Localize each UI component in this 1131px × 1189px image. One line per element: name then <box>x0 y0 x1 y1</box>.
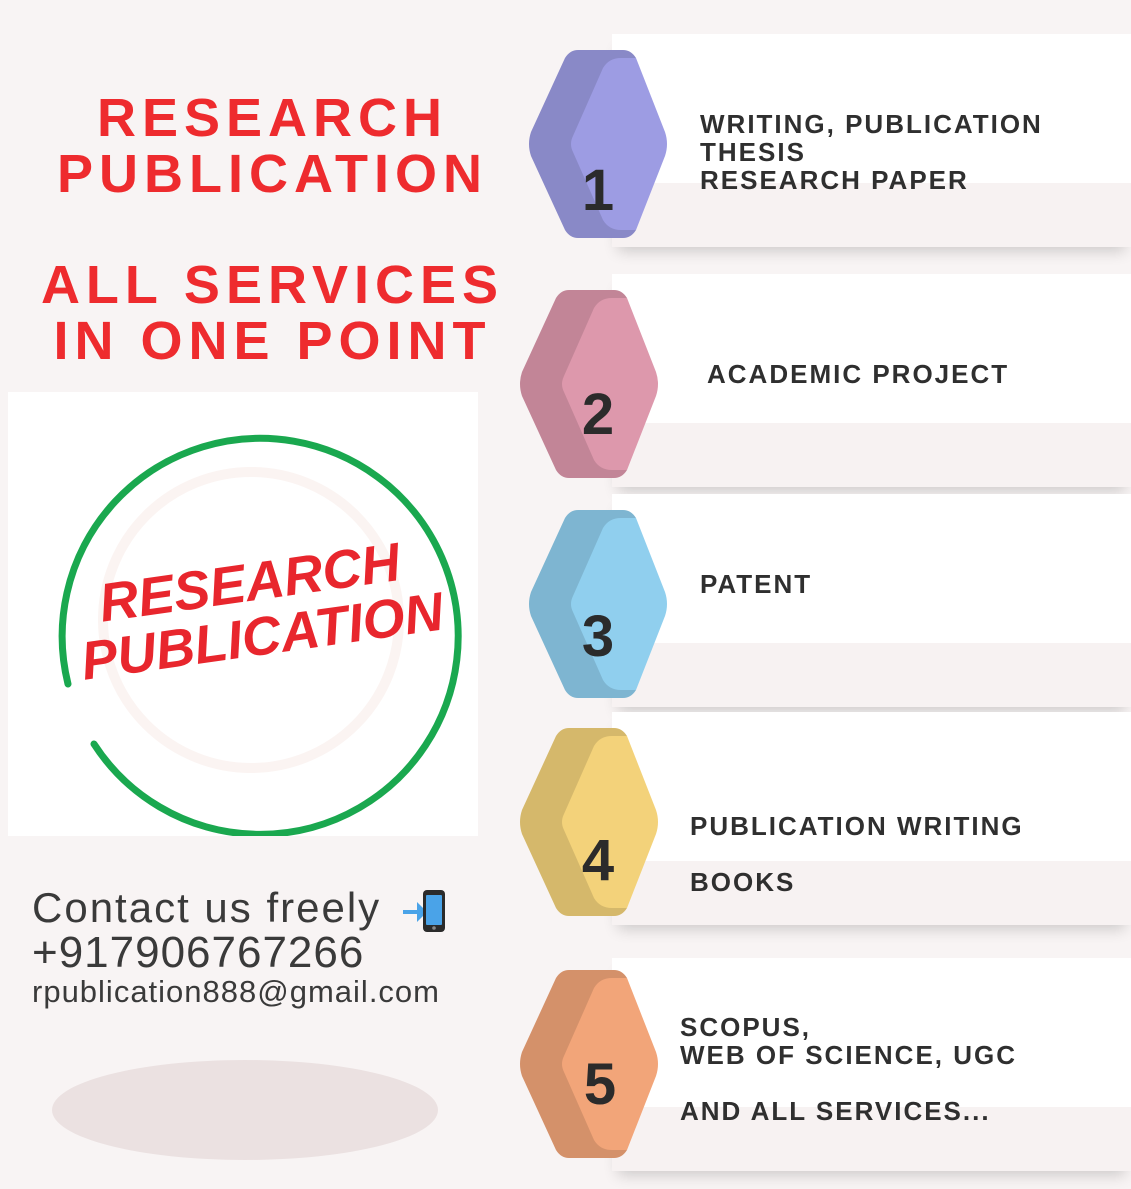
headline-all-services: ALL SERVICES IN ONE POINT <box>0 257 545 369</box>
contact-title-text: Contact us freely <box>32 884 382 931</box>
diamond-number-1: 1 <box>582 158 614 223</box>
headline-line-2: PUBLICATION <box>57 144 488 204</box>
phone-arrow-icon <box>402 889 445 932</box>
number-diamond-4: 4 <box>520 728 658 916</box>
service-5-line-1: SCOPUS, <box>680 1012 812 1042</box>
service-1-text: WRITING, PUBLICATION THESIS RESEARCH PAP… <box>700 110 1043 194</box>
service-card-3 <box>612 494 1131 707</box>
service-5-text: SCOPUS, WEB OF SCIENCE, UGC AND ALL SERV… <box>680 1013 1017 1125</box>
service-5-line-3: AND ALL SERVICES... <box>680 1096 991 1126</box>
logo-panel: RESEARCH PUBLICATION <box>8 392 478 836</box>
diamond-number-5: 5 <box>584 1052 616 1117</box>
headline-research-publication: RESEARCH PUBLICATION <box>0 90 545 202</box>
research-publication-logo: RESEARCH PUBLICATION <box>58 434 462 836</box>
number-diamond-1: 1 <box>529 50 667 238</box>
decorative-ellipse <box>52 1060 438 1160</box>
headline-line-3: ALL SERVICES <box>40 255 505 315</box>
contact-title: Contact us freely <box>32 884 449 934</box>
email-address[interactable]: rpublication888@gmail.com <box>32 974 440 1009</box>
phone-number[interactable]: +917906767266 <box>32 928 365 977</box>
service-5-line-2: WEB OF SCIENCE, UGC <box>680 1040 1018 1070</box>
logo-ring <box>58 434 462 836</box>
service-card-2 <box>612 274 1131 487</box>
number-diamond-2: 2 <box>520 290 658 478</box>
service-1-line-1: WRITING, PUBLICATION <box>700 109 1043 139</box>
service-4-text: PUBLICATION WRITING BOOKS <box>690 798 1024 910</box>
service-4-line-1: PUBLICATION WRITING <box>690 811 1024 841</box>
headline-line-4: IN ONE POINT <box>53 311 492 371</box>
headline-line-1: RESEARCH <box>96 88 449 148</box>
number-diamond-5: 5 <box>520 970 658 1158</box>
diamond-number-2: 2 <box>582 382 614 447</box>
diamond-number-4: 4 <box>582 828 614 893</box>
diamond-number-3: 3 <box>582 604 614 669</box>
service-2-text: ACADEMIC PROJECT <box>707 360 1009 388</box>
service-3-text: PATENT <box>700 570 812 598</box>
service-3-line-1: PATENT <box>700 569 813 599</box>
service-1-line-2: THESIS <box>700 137 806 167</box>
service-card-1 <box>612 34 1131 247</box>
service-1-line-3: RESEARCH PAPER <box>700 165 969 195</box>
number-diamond-3: 3 <box>529 510 667 698</box>
service-2-line-1: ACADEMIC PROJECT <box>707 359 1010 389</box>
service-4-line-2: BOOKS <box>690 867 796 897</box>
service-card-5 <box>612 958 1131 1171</box>
service-card-4 <box>612 712 1131 925</box>
